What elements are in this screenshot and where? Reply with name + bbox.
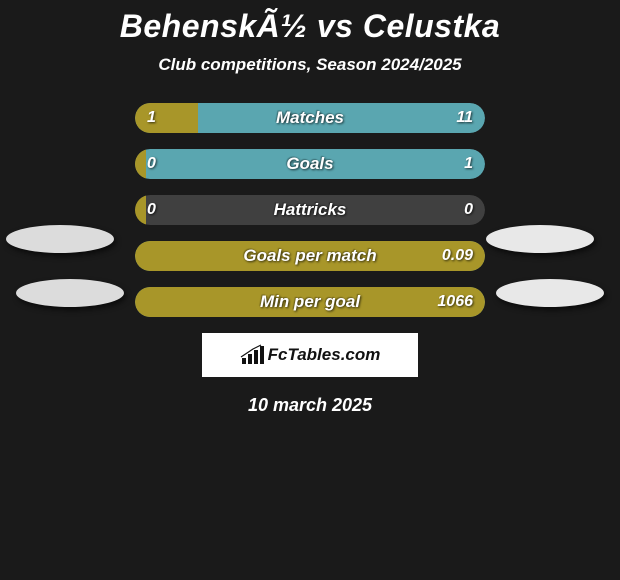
stat-row: 0Hattricks0 [135,195,485,225]
stat-right-value: 0.09 [442,241,473,271]
stat-row: 1Matches11 [135,103,485,133]
stat-label: Goals per match [135,241,485,271]
comparison-widget: BehenskÃ½ vs Celustka Club competitions,… [0,0,620,416]
stat-row: 0Goals1 [135,149,485,179]
subtitle: Club competitions, Season 2024/2025 [0,55,620,75]
player-right-photo [486,225,594,253]
page-title: BehenskÃ½ vs Celustka [0,8,620,45]
stat-label: Goals [135,149,485,179]
player-right-photo [496,279,604,307]
stat-row: Goals per match0.09 [135,241,485,271]
stat-label: Min per goal [135,287,485,317]
brand-badge[interactable]: FcTables.com [202,333,418,377]
brand-text: FcTables.com [268,345,381,365]
date-label: 10 march 2025 [0,395,620,416]
stat-right-value: 11 [456,103,473,133]
stat-row: Min per goal1066 [135,287,485,317]
player-left-photo [16,279,124,307]
stat-right-value: 1 [464,149,473,179]
stat-area: 1Matches110Goals10Hattricks0Goals per ma… [0,103,620,416]
stat-right-value: 0 [464,195,473,225]
stat-right-value: 1066 [437,287,473,317]
stat-label: Hattricks [135,195,485,225]
bar-chart-icon [240,344,264,366]
stat-label: Matches [135,103,485,133]
player-left-photo [6,225,114,253]
